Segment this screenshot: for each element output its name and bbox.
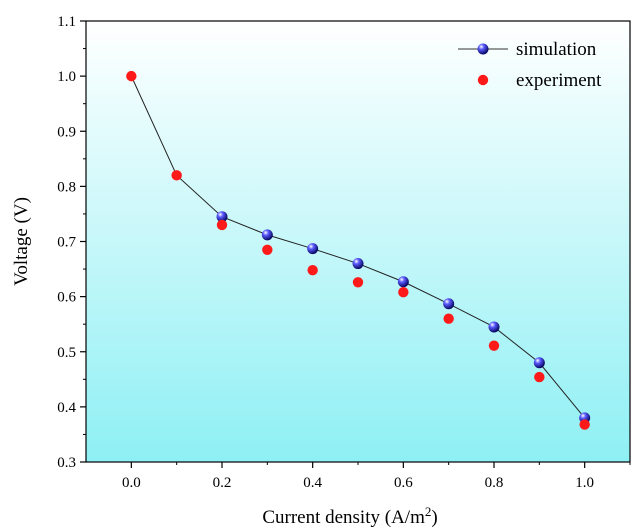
experiment-point [262,244,273,255]
y-tick-label: 0.5 [57,345,76,361]
legend-simulation-marker [477,43,489,55]
x-tick-label: 1.0 [575,475,594,491]
experiment-point [216,219,228,231]
x-axis-title: Current density (A/m2) [262,504,437,529]
experiment-point [171,170,182,181]
experiment-point [352,277,364,288]
experiment-point [579,419,590,430]
plot-area [86,21,630,462]
y-tick-label: 0.6 [57,290,76,306]
x-axis-title-main: Current density (A/m [262,507,425,528]
x-tick-label: 0.4 [303,475,322,491]
legend: simulation experiment [458,39,602,91]
y-tick-label: 1.0 [57,69,76,85]
y-tick-label: 0.4 [57,400,76,416]
simulation-point [533,357,545,369]
simulation-point [397,276,409,288]
axis-ticks: 0.0 0.2 0.4 0.6 0.8 1.0 0.3 0.4 0.5 0.6 0.7 0.8 0.9 1… [57,14,631,491]
x-tick-label: 0.0 [122,475,141,491]
experiment-point [443,313,454,324]
experiment-point [488,340,500,351]
simulation-point [352,258,364,270]
simulation-point [307,243,319,255]
x-tick-label: 0.2 [213,475,232,491]
simulation-point [443,298,455,310]
y-axis-title: Voltage (V) [11,197,32,286]
x-axis-title-close: ) [431,507,437,528]
experiment-point [307,264,318,276]
simulation-point [216,211,228,223]
legend-experiment-label: experiment [516,70,602,91]
y-tick-label: 0.3 [57,455,76,471]
x-tick-label: 0.6 [394,475,413,491]
series-layer [126,70,591,430]
y-tick-label: 0.7 [57,235,76,251]
x-axis-title-sup: 2 [425,504,432,519]
legend-experiment-marker [477,74,489,86]
experiment-point [398,287,409,298]
x-tick-label: 0.8 [485,475,504,491]
y-tick-label: 1.1 [57,14,76,30]
y-tick-label: 0.8 [57,179,76,195]
legend-simulation-label: simulation [516,39,597,60]
y-tick-label: 0.9 [57,124,76,140]
simulation-point [261,229,273,241]
experiment-point [534,371,545,383]
experiment-point [126,70,137,82]
simulation-point [488,321,500,333]
